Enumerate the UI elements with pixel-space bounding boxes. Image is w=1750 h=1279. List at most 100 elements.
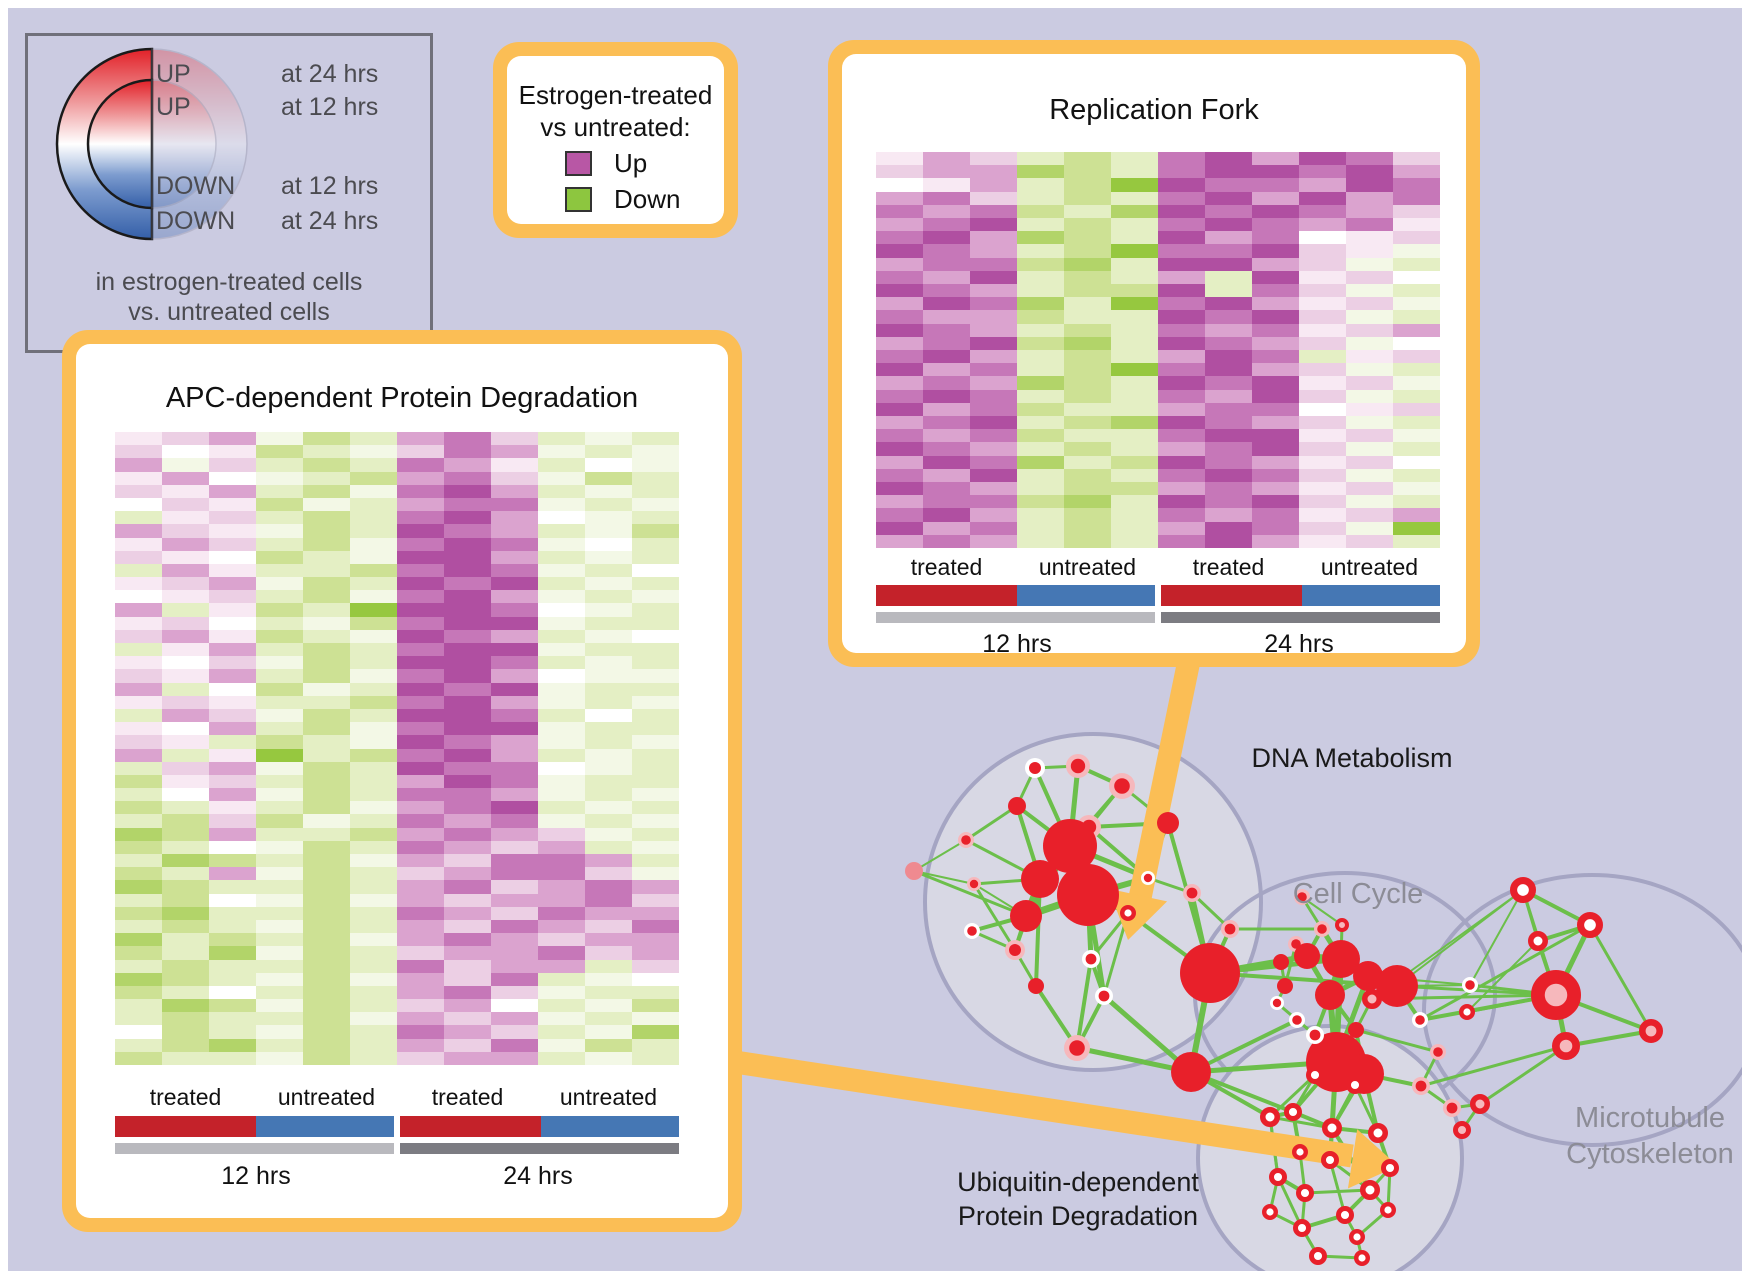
heatmap-cell xyxy=(209,972,256,986)
heatmap-cell xyxy=(350,906,397,920)
heatmap-cell xyxy=(876,152,923,166)
heatmap-cell xyxy=(1111,363,1158,377)
rf-col-label-untreated-24: untreated xyxy=(1320,554,1419,580)
heatmap-cell xyxy=(397,537,444,551)
rf-time-label-24: 24 hrs xyxy=(1264,630,1334,658)
heatmap-cell xyxy=(491,906,538,920)
heatmap-cell xyxy=(585,722,632,736)
heatmap-cell xyxy=(303,669,350,683)
heatmap-cell xyxy=(1393,310,1440,324)
heatmap-cell xyxy=(632,497,679,512)
heatmap-cell xyxy=(1111,376,1158,390)
heatmap-cell xyxy=(1205,152,1252,166)
heatmap-cell xyxy=(1064,508,1111,522)
frame-bottom xyxy=(0,1271,1750,1279)
heatmap-cell xyxy=(1017,323,1064,337)
heatmap-cell xyxy=(1017,231,1064,245)
heatmap-cell xyxy=(1393,534,1440,548)
heatmap-cell xyxy=(970,283,1017,298)
heatmap-cell xyxy=(209,577,256,591)
heatmap-cell xyxy=(491,484,538,498)
network-node xyxy=(1458,1004,1475,1021)
heatmap-cell xyxy=(1299,376,1346,390)
heatmap-cell xyxy=(1252,349,1299,364)
heatmap-cell xyxy=(1346,244,1393,258)
heatmap-cell xyxy=(491,840,538,854)
replication-fork-panel: Replication Fork treated untreated treat… xyxy=(828,40,1480,667)
frame-top xyxy=(0,0,1750,8)
heatmap-cell xyxy=(1111,217,1158,232)
heatmap-cell xyxy=(923,468,970,482)
heatmap-cell xyxy=(632,629,679,643)
heatmap-cell xyxy=(444,629,491,643)
network-node xyxy=(1308,1246,1327,1265)
heatmap-cell xyxy=(1111,283,1158,298)
heatmap-cell xyxy=(1111,323,1158,337)
heatmap-cell xyxy=(491,933,538,947)
heatmap-cell xyxy=(1393,244,1440,258)
heatmap-cell xyxy=(209,774,256,789)
heatmap-cell xyxy=(1252,297,1299,311)
heatmap-cell xyxy=(256,919,303,934)
heatmap-cell xyxy=(209,616,256,630)
heatmap-cell xyxy=(256,458,303,472)
heatmap-cell xyxy=(444,445,491,459)
heatmap-cell xyxy=(1252,534,1299,548)
heatmap-cell xyxy=(1064,152,1111,166)
heatmap-cell xyxy=(1252,204,1299,218)
heatmap-cell xyxy=(585,933,632,947)
heatmap-cell xyxy=(397,722,444,736)
heatmap-cell xyxy=(1393,376,1440,390)
apc-bar-untreated-12 xyxy=(256,1116,394,1137)
heatmap-cell xyxy=(303,445,350,459)
network-edge xyxy=(1395,984,1558,997)
heatmap-cell xyxy=(162,946,209,960)
heatmap-cell xyxy=(1393,257,1440,271)
heatmap-cell xyxy=(397,985,444,1000)
heatmap-cell xyxy=(585,577,632,591)
heatmap-cell xyxy=(1346,534,1393,548)
heatmap-cell xyxy=(632,893,679,907)
heatmap-cell xyxy=(1346,376,1393,390)
heatmap-cell xyxy=(1017,442,1064,456)
heatmap-cell xyxy=(397,1051,444,1065)
heatmap-cell xyxy=(162,708,209,723)
heatmap-cell xyxy=(162,801,209,815)
heatmap-cell xyxy=(970,389,1017,403)
heatmap-cell xyxy=(491,432,538,446)
rf-time-bars xyxy=(876,612,1440,623)
heatmap-cell xyxy=(209,893,256,907)
heatmap-cell xyxy=(538,827,585,841)
heatmap-cell xyxy=(1158,429,1205,443)
network-node-core xyxy=(1433,1047,1443,1057)
heatmap-cell xyxy=(538,445,585,459)
heatmap-cell xyxy=(538,999,585,1013)
network-node xyxy=(1345,1075,1364,1094)
network-node-core xyxy=(1098,990,1110,1002)
heatmap-cell xyxy=(585,708,632,723)
heatmap-cell xyxy=(303,1025,350,1039)
heatmap-cell xyxy=(585,735,632,749)
apc-col-label-untreated-24: untreated xyxy=(559,1084,658,1110)
heatmap-cell xyxy=(350,774,397,789)
heatmap-cell xyxy=(1252,165,1299,179)
heatmap-cell xyxy=(1252,521,1299,535)
heatmap-cell xyxy=(256,629,303,643)
heatmap-cell xyxy=(303,788,350,802)
heatmap-cell xyxy=(209,1038,256,1052)
heatmap-cell xyxy=(256,669,303,683)
heatmap-cell xyxy=(256,827,303,841)
heatmap-cell xyxy=(970,297,1017,311)
apc-timebar-24 xyxy=(400,1143,679,1154)
heatmap-cell xyxy=(1017,376,1064,390)
heatmap-cell xyxy=(1064,481,1111,496)
heatmap-cell xyxy=(444,590,491,604)
heatmap-cell xyxy=(444,1038,491,1052)
heatmap-cell xyxy=(491,656,538,670)
heatmap-cell xyxy=(876,376,923,390)
heatmap-cell xyxy=(397,643,444,657)
heatmap-cell xyxy=(256,643,303,657)
heatmap-cell xyxy=(1393,270,1440,284)
heatmap-cell xyxy=(444,748,491,762)
heatmap-cell xyxy=(538,946,585,960)
